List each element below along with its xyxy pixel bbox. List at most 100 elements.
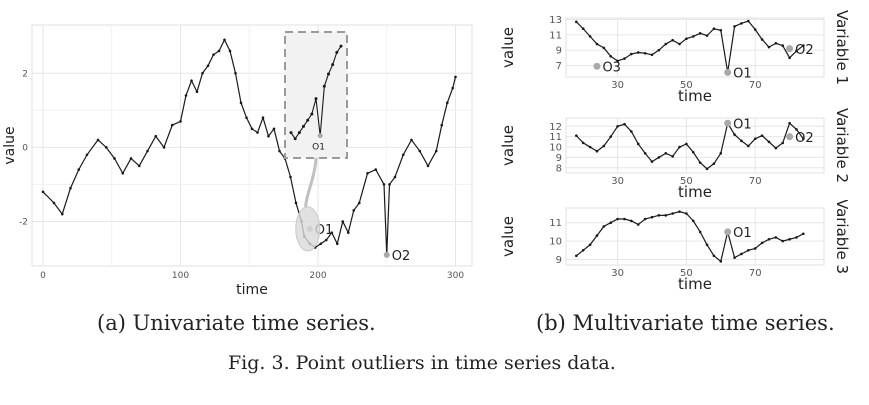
data-point [774,41,778,45]
data-point [256,131,259,134]
y-tick-label: -2 [19,218,28,228]
x-axis-label: time [678,275,712,293]
data-point [346,231,350,234]
data-point [623,122,626,126]
outlier-label: O1 [733,67,752,82]
data-point [451,86,455,90]
outlier-marker [724,119,732,127]
data-point [250,127,254,131]
data-point [795,128,798,131]
inset-data-point [327,72,330,76]
data-point [678,210,681,213]
data-point [267,134,270,138]
x-tick-label: 0 [40,271,46,281]
data-point [712,254,716,258]
y-tick-label: 13 [549,15,562,26]
outlier-label: O1 [733,117,752,132]
data-point [685,37,688,40]
inset-data-point [289,131,293,135]
data-point [788,56,791,60]
data-point [781,141,785,145]
inset-data-point [293,137,297,141]
y-tick-label: 10 [549,237,562,248]
data-point [740,139,743,143]
data-point [581,248,585,252]
y-tick-label: 9 [556,153,562,164]
data-point [795,49,798,53]
outlier-label: O3 [602,61,621,76]
data-point [454,75,457,79]
data-point [657,214,661,217]
outlier-marker [724,68,732,76]
data-point [685,142,688,146]
data-point [393,175,397,179]
x-axis-label: time [678,183,712,200]
x-axis-label: time [678,87,712,105]
data-point [223,38,226,42]
data-point [657,48,661,52]
variable-3-chart: 30 50 70 9 10 11 time value O1 Variable 3 [500,200,851,293]
data-point [595,42,599,46]
data-point [650,215,654,219]
data-point [575,134,578,137]
data-point [52,201,56,205]
y-tick-label: 9 [556,255,562,266]
data-point [77,168,81,171]
outlier-label: O2 [795,131,814,146]
y-tick-label: 7 [556,61,562,72]
data-point [705,243,709,247]
data-point [154,134,158,138]
data-point [698,230,702,234]
subcaption-b: (b) Multivariate time series. [536,311,835,335]
data-point [581,27,585,31]
y-axis-label: value [500,27,517,68]
data-point [352,209,356,212]
data-point [767,140,771,144]
data-point [239,101,243,105]
x-tick-label: 50 [680,268,693,279]
outlier-marker [786,133,794,141]
data-point [802,232,805,236]
data-point [753,28,757,31]
y-tick-label: 11 [549,218,562,229]
data-point [382,183,386,186]
data-point [733,256,736,259]
inset-data-point [310,112,314,116]
data-point [146,149,149,153]
data-point [440,123,444,127]
data-point [335,242,339,246]
data-point [575,254,578,258]
data-point [588,243,592,247]
data-point [212,53,215,56]
data-point [788,121,791,125]
data-point [781,239,785,243]
plot-area [31,24,473,267]
outlier-label: O2 [795,43,814,58]
data-point [616,217,619,221]
data-point [595,234,599,237]
data-point [96,138,100,142]
y-tick-label: 9 [556,46,562,57]
plot-area [565,117,825,174]
data-point [753,137,757,141]
x-tick-label: 50 [680,80,693,91]
data-point [802,44,805,47]
data-point [719,151,723,155]
data-point [190,79,193,82]
data-point [388,183,391,186]
data-point [69,186,72,190]
subcaption-a: (a) Univariate time series. [97,311,376,335]
data-point [272,127,276,131]
data-point [650,160,654,163]
x-tick-label: 70 [749,80,762,91]
y-axis-label: value [500,216,517,257]
data-point [760,134,764,137]
data-point [747,144,750,148]
data-point [630,219,633,223]
x-tick-label: 200 [309,271,326,281]
data-point [434,149,438,153]
data-point [206,64,210,68]
data-point [685,212,688,215]
outlier-marker [383,251,390,258]
